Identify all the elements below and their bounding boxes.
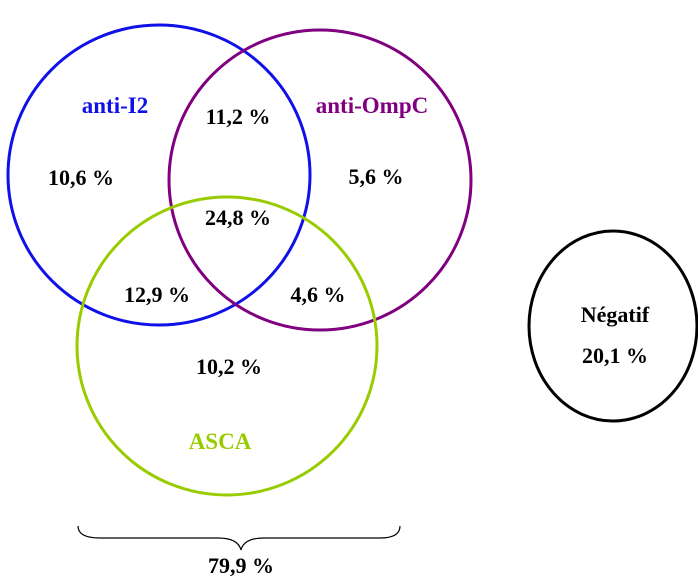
region-ompc-asca: 4,6 % — [291, 282, 346, 307]
region-i2-only: 10,6 % — [48, 165, 114, 190]
asca-label: ASCA — [189, 429, 252, 454]
anti-ompc-label: anti-OmpC — [316, 93, 428, 118]
total-positive-value: 79,9 % — [208, 553, 274, 578]
region-i2-ompc: 11,2 % — [206, 104, 271, 129]
negatif-label: Négatif — [581, 302, 650, 327]
anti-ompc-circle — [167, 28, 473, 332]
region-i2-asca: 12,9 % — [124, 282, 190, 307]
anti-i2-circle — [6, 23, 312, 327]
region-all-three: 24,8 % — [205, 205, 271, 230]
anti-i2-label: anti-I2 — [82, 93, 148, 118]
asca-circle — [75, 195, 379, 497]
total-brace — [77, 525, 401, 551]
negatif-value: 20,1 % — [582, 343, 648, 368]
region-ompc-only: 5,6 % — [349, 164, 404, 189]
region-asca-only: 10,2 % — [196, 354, 262, 379]
negatif-circle — [527, 229, 698, 423]
